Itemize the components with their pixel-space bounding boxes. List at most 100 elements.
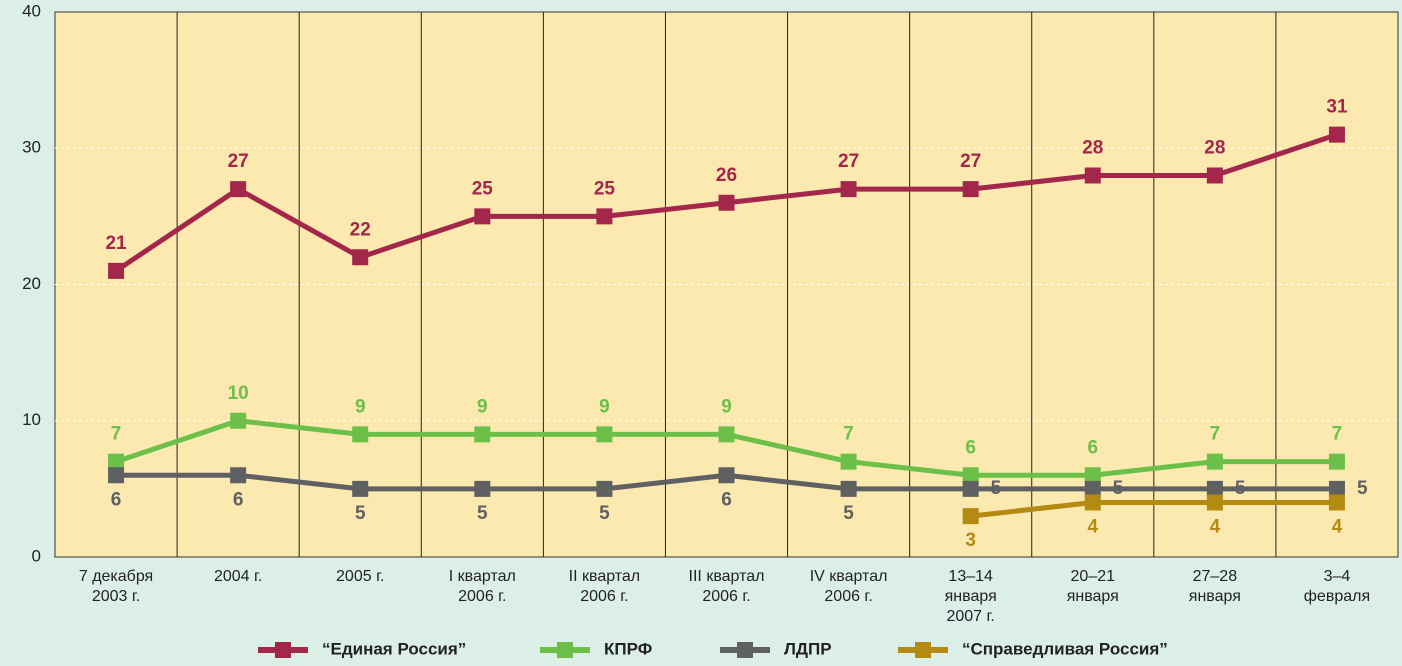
point [1084,167,1101,184]
x-tick-label: 3–4 февраля [1304,568,1370,605]
data-label: 28 [1204,138,1225,159]
point [840,453,857,470]
data-label: 7 [1210,424,1221,445]
data-label: 5 [1235,478,1246,499]
point [352,480,369,497]
point [474,426,491,443]
x-tick-label: 27–28 января [1189,568,1241,605]
y-tick-label: 20 [22,274,41,293]
legend-marker [915,642,931,658]
point [230,412,247,429]
data-label: 6 [111,489,122,510]
x-tick-label: 20–21 января [1067,568,1119,605]
data-label: 5 [477,503,488,524]
point [962,480,979,497]
data-label: 27 [838,151,859,172]
data-label: 7 [843,424,854,445]
data-label: 5 [991,478,1002,499]
data-label: 31 [1326,97,1348,118]
x-tick-label: III квартал 2006 г. [689,568,765,605]
data-label: 10 [228,383,249,404]
point [1206,480,1223,497]
point [352,249,369,266]
point [596,208,613,225]
data-label: 25 [472,178,494,199]
point [962,181,979,198]
point [352,426,369,443]
data-label: 26 [716,165,737,186]
y-tick-label: 40 [22,1,41,20]
point [596,480,613,497]
data-label: 4 [1087,517,1098,538]
point [1206,494,1223,511]
legend-marker [275,642,291,658]
point [474,208,491,225]
point [596,426,613,443]
data-label: 9 [721,396,732,417]
data-label: 9 [477,396,488,417]
data-label: 5 [355,503,366,524]
x-tick-label: IV квартал 2006 г. [810,568,888,605]
data-label: 6 [721,489,732,510]
point [230,467,247,484]
data-label: 27 [228,151,249,172]
point [840,181,857,198]
point [1084,494,1101,511]
legend-label: ЛДПР [784,639,832,658]
point [474,480,491,497]
data-label: 5 [599,503,610,524]
point [108,453,125,470]
x-tick-label: 13–14 января 2007 г. [945,568,997,625]
point [1084,467,1101,484]
x-tick-label: 2004 г. [214,568,262,585]
point [962,508,979,525]
data-label: 5 [1113,478,1124,499]
point [108,262,125,279]
point [718,426,735,443]
point [1328,126,1345,143]
legend-label: КПРФ [604,639,652,658]
data-label: 5 [1357,478,1368,499]
data-label: 6 [965,437,976,458]
data-label: 9 [355,396,366,417]
legend-marker [557,642,573,658]
legend-label: “Единая Россия” [322,639,466,658]
data-label: 7 [111,424,122,445]
data-label: 25 [594,178,616,199]
legend-label: “Справедливая Россия” [962,639,1168,658]
x-tick-label: I квартал 2006 г. [449,568,516,605]
point [1084,480,1101,497]
point [718,194,735,211]
point [230,181,247,198]
y-tick-label: 30 [22,138,41,157]
x-tick-label: II квартал 2006 г. [569,568,640,605]
data-label: 5 [843,503,854,524]
point [840,480,857,497]
point [1206,453,1223,470]
data-label: 6 [1087,437,1098,458]
point [1206,167,1223,184]
x-tick-label: 2005 г. [336,568,384,585]
data-label: 7 [1332,424,1343,445]
point [962,467,979,484]
data-label: 9 [599,396,610,417]
point [1328,453,1345,470]
data-label: 28 [1082,138,1103,159]
data-label: 6 [233,489,244,510]
series-line [970,500,1337,519]
point [1328,494,1345,511]
data-label: 3 [965,530,976,551]
y-tick-label: 10 [22,410,41,429]
legend-marker [737,642,753,658]
data-label: 27 [960,151,981,172]
point [718,467,735,484]
point [1328,480,1345,497]
x-tick-label: 7 декабря 2003 г. [79,568,153,605]
data-label: 21 [105,233,127,254]
data-label: 4 [1332,517,1343,538]
point [108,467,125,484]
data-label: 22 [350,219,371,240]
y-tick-label: 0 [32,546,41,565]
data-label: 4 [1210,517,1221,538]
